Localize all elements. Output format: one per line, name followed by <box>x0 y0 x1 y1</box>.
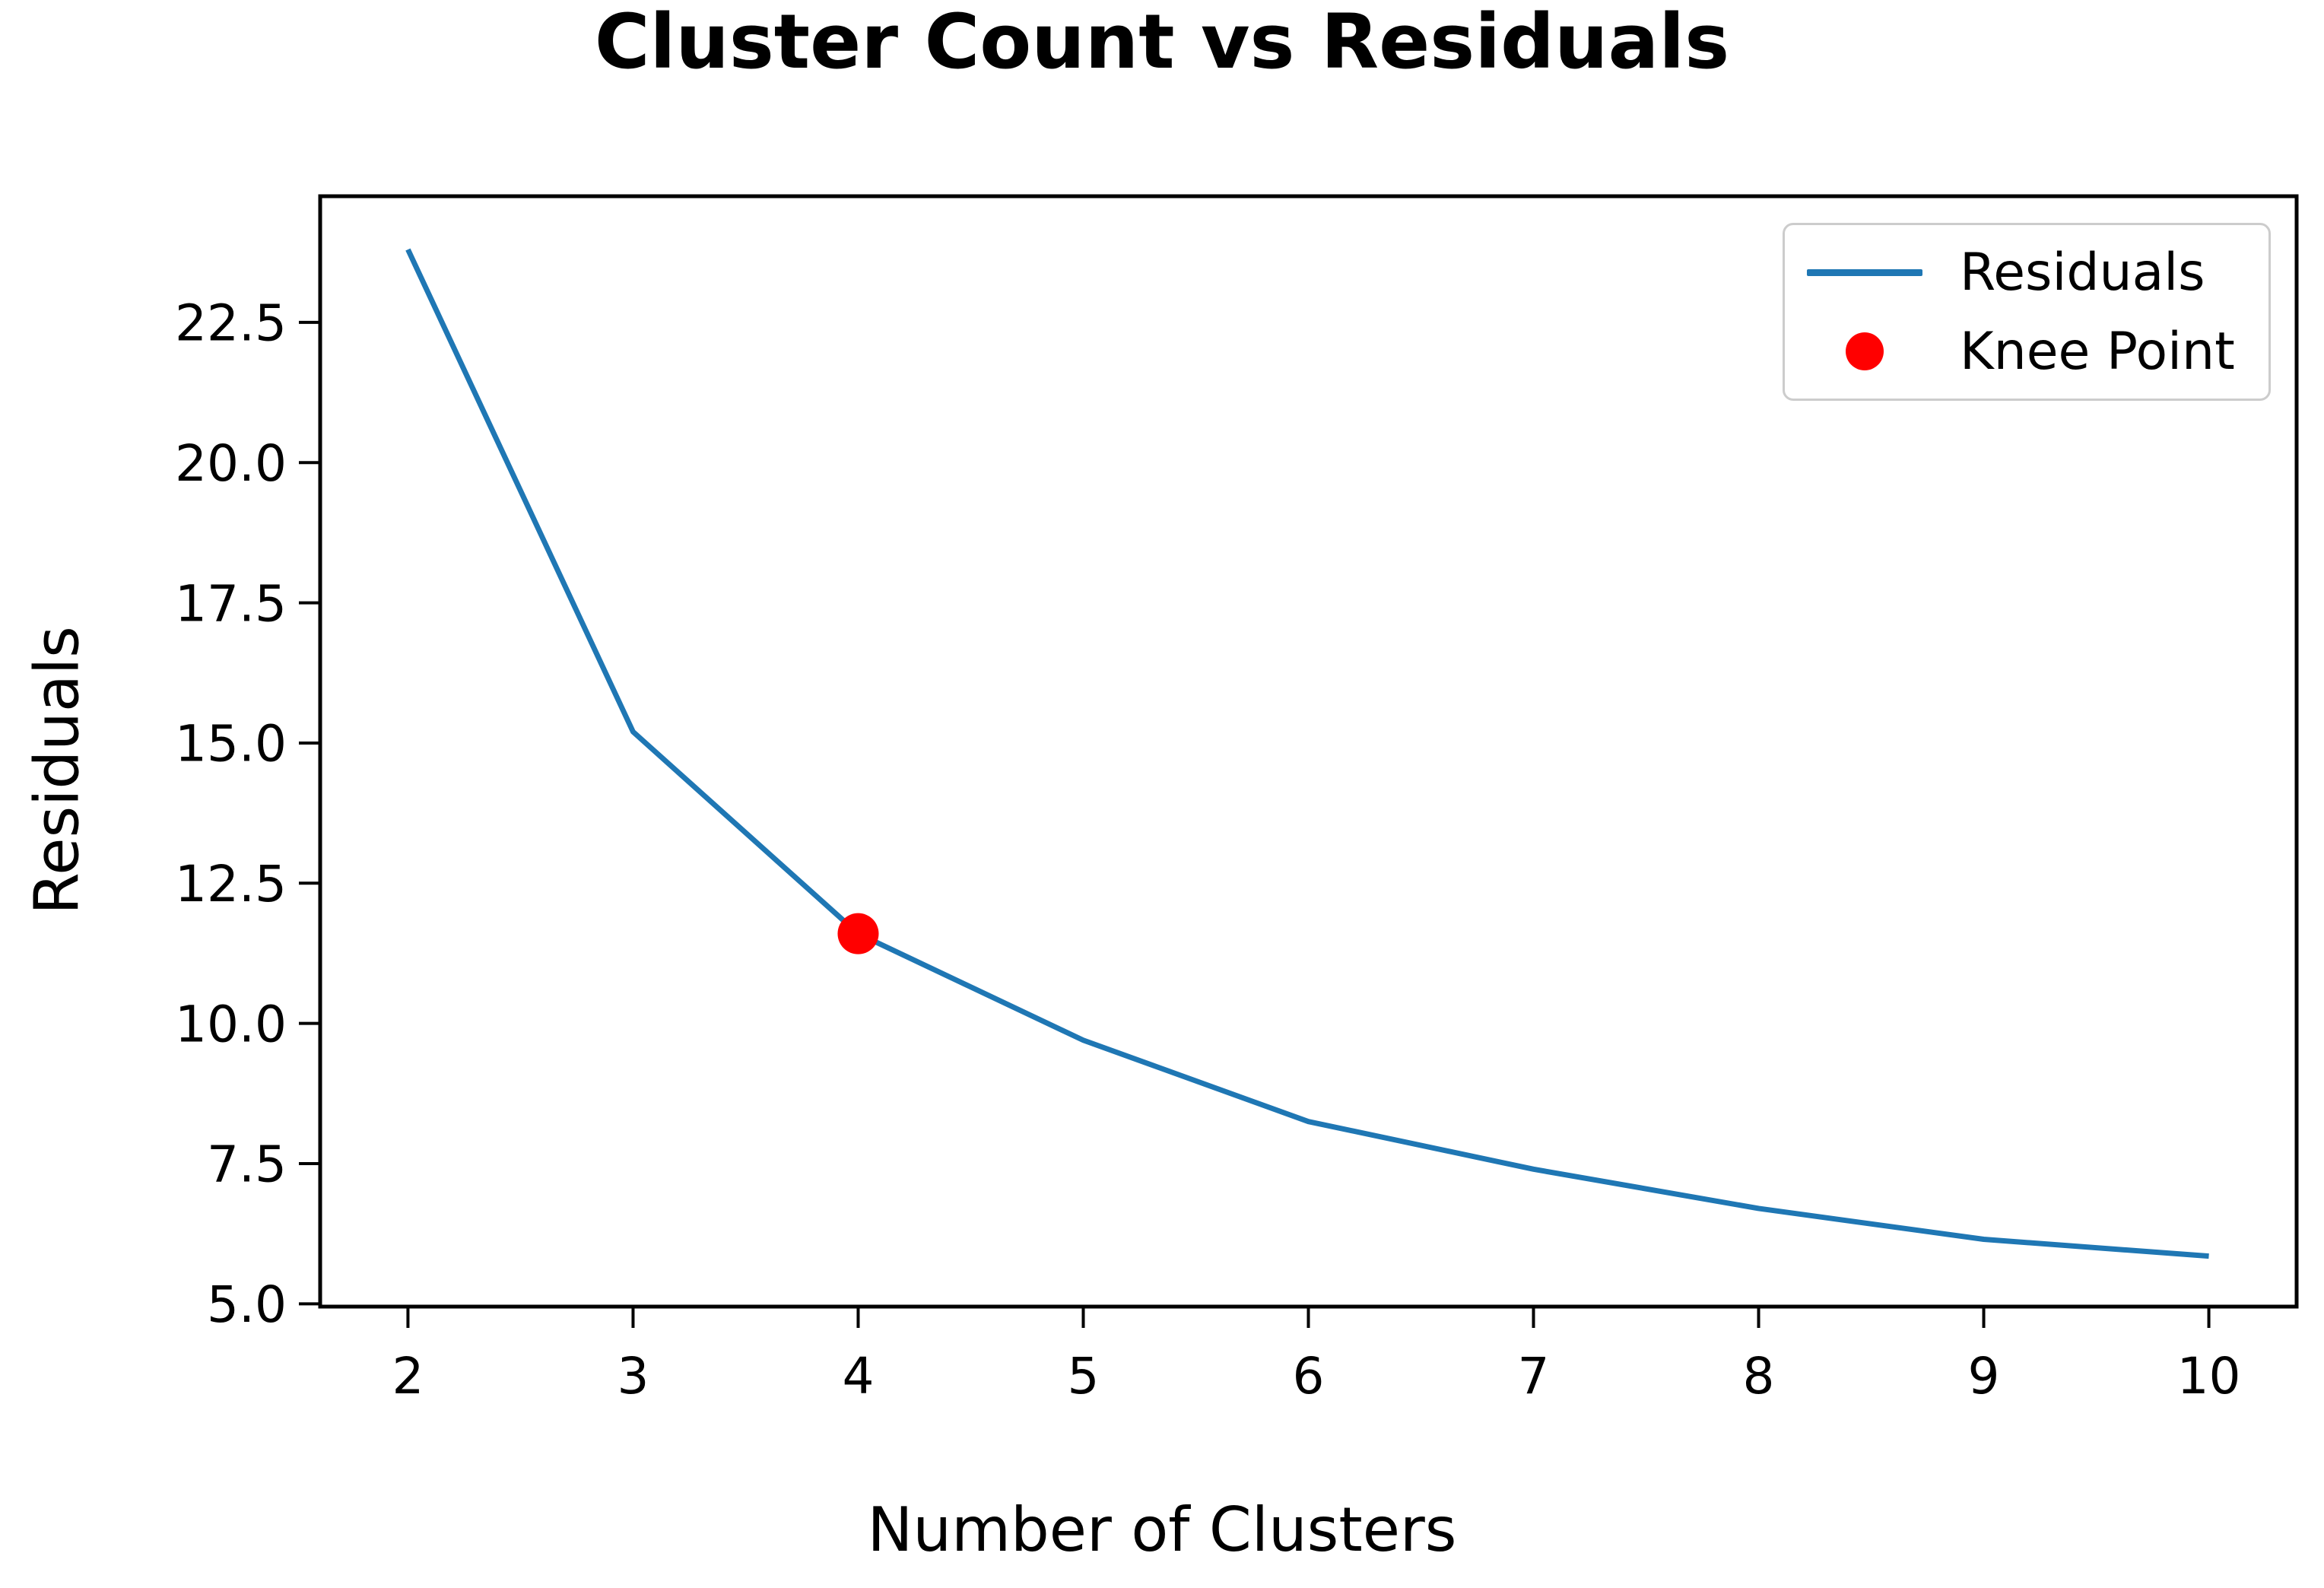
x-tick-label: 10 <box>2177 1347 2241 1405</box>
legend-swatch-wrap <box>1785 332 1945 370</box>
x-tick-label: 5 <box>1067 1347 1099 1405</box>
residuals-line-swatch-icon <box>1807 268 1922 276</box>
x-tick-label: 8 <box>1743 1347 1775 1405</box>
knee-point-dot-swatch-icon <box>1846 332 1884 370</box>
legend: Residuals Knee Point <box>1783 223 2271 401</box>
y-tick-label: 7.5 <box>207 1135 287 1194</box>
y-tick-label: 12.5 <box>175 855 287 913</box>
y-tick-label: 22.5 <box>175 294 287 353</box>
y-tick-label: 15.0 <box>175 715 287 773</box>
knee-point-marker <box>837 913 879 954</box>
legend-label-residuals: Residuals <box>1960 242 2205 303</box>
y-tick-label: 17.5 <box>175 574 287 633</box>
x-tick-label: 7 <box>1518 1347 1550 1405</box>
legend-swatch-wrap <box>1785 268 1945 276</box>
residuals-line <box>405 248 2209 1259</box>
y-tick-label: 10.0 <box>175 995 287 1053</box>
legend-label-knee-point: Knee Point <box>1960 321 2235 382</box>
y-tick-label: 5.0 <box>207 1275 287 1334</box>
x-axis-label: Number of Clusters <box>867 1494 1457 1565</box>
x-tick-label: 2 <box>392 1347 424 1405</box>
y-tick-label: 20.0 <box>175 434 287 493</box>
x-tick-label: 6 <box>1293 1347 1325 1405</box>
chart-title: Cluster Count vs Residuals <box>594 0 1730 86</box>
legend-item-knee-point: Knee Point <box>1785 312 2268 391</box>
x-tick-label: 9 <box>1968 1347 2000 1405</box>
legend-item-residuals: Residuals <box>1785 233 2268 312</box>
x-tick-label: 4 <box>842 1347 874 1405</box>
x-tick-label: 3 <box>617 1347 649 1405</box>
